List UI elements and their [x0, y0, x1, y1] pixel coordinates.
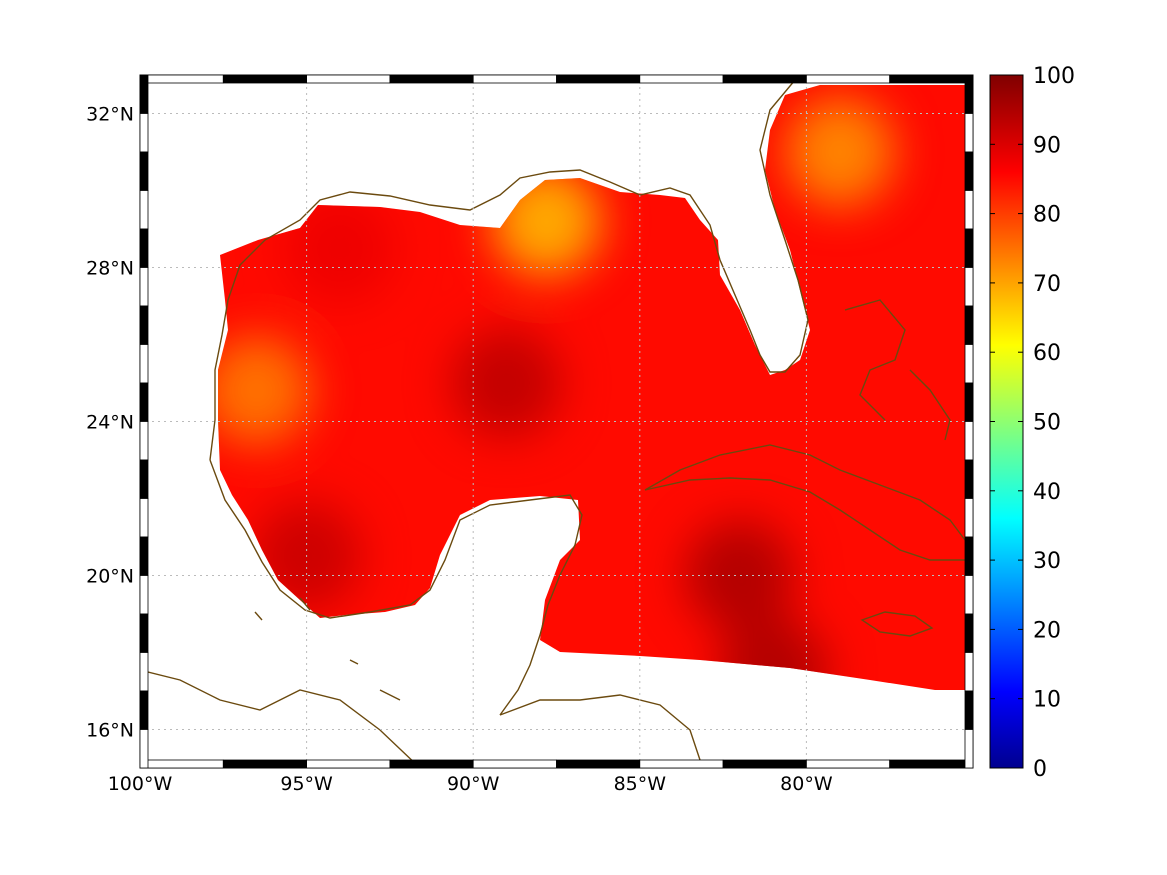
colorbar-tick-label: 70 [1033, 272, 1061, 297]
frame-seg-top-5 [556, 74, 641, 84]
coastline-jamaica [860, 611, 934, 637]
frame-seg-right-12 [964, 536, 974, 576]
frame-seg-bottom-8 [806, 759, 891, 769]
frame-seg-top-1 [222, 74, 308, 84]
lat-tick-label: 32°N [86, 104, 134, 126]
colorbar-tick-label: 40 [1033, 480, 1061, 505]
frame-seg-bottom-7 [722, 759, 807, 769]
colorbar-tick-label: 10 [1033, 688, 1061, 713]
frame-seg-top-3 [389, 74, 474, 84]
coastline-central-america [140, 669, 421, 768]
hotspot-5 [218, 335, 312, 446]
frame-seg-bottom-6 [639, 759, 724, 769]
colorbar-tick-label: 100 [1033, 64, 1075, 89]
lon-tick-label: 90°W [447, 773, 500, 795]
lon-tick-label: 100°W [108, 773, 173, 795]
frame-seg-bottom-5 [556, 759, 641, 769]
colorbar-tick-label: 60 [1033, 341, 1061, 366]
frame-seg-top-8 [806, 74, 891, 84]
frame-seg-left-6 [139, 305, 149, 345]
coastline-cuba [644, 444, 966, 561]
frame-seg-bottom-2 [306, 759, 391, 769]
frame-seg-left-0 [139, 74, 149, 114]
frame-checker-border [139, 74, 974, 769]
coastline-yucatan-islands [254, 597, 401, 701]
frame-seg-right-9 [964, 421, 974, 461]
frame-seg-right-6 [964, 305, 974, 345]
frame-seg-bottom-9 [889, 759, 974, 769]
lon-tick-label: 80°W [780, 773, 833, 795]
frame-seg-top-4 [472, 74, 557, 84]
frame-seg-right-16 [964, 690, 974, 730]
colorbar-tick-label: 20 [1033, 618, 1061, 643]
frame-seg-left-10 [139, 459, 149, 499]
hotspot-7 [284, 193, 395, 304]
frame-seg-right-3 [964, 190, 974, 230]
colorbar-ticks: 0 10 20 30 40 50 60 70 80 90 100 [990, 64, 1075, 782]
frame-seg-left-17 [139, 729, 149, 769]
frame-seg-left-5 [139, 267, 149, 307]
colorbar-tick-label: 30 [1033, 549, 1061, 574]
frame-seg-right-1 [964, 113, 974, 153]
frame-seg-right-11 [964, 498, 974, 538]
hotspot-2 [684, 520, 795, 631]
frame-seg-left-15 [139, 652, 149, 692]
frame-seg-right-8 [964, 382, 974, 422]
coastline-honduras [499, 694, 701, 761]
frame-seg-left-2 [139, 151, 149, 191]
colorbar: 0 10 20 30 40 50 60 70 80 90 100 [989, 64, 1075, 782]
hotspot-0 [491, 166, 602, 277]
colorbar-tick-label: 50 [1033, 411, 1061, 436]
frame-seg-bottom-3 [389, 759, 474, 769]
frame-seg-top-6 [639, 74, 724, 84]
lat-tick-label: 28°N [86, 258, 134, 280]
frame-seg-top-2 [306, 74, 391, 84]
lat-tick-label: 16°N [86, 720, 134, 742]
frame-seg-top-7 [722, 74, 807, 84]
frame-seg-left-3 [139, 190, 149, 230]
colorbar-tick-label: 0 [1033, 757, 1047, 782]
frame-seg-bottom-4 [472, 759, 557, 769]
map-frame [139, 74, 974, 769]
frame-seg-bottom-0 [139, 759, 224, 769]
frame-seg-bottom-1 [222, 759, 308, 769]
frame-seg-left-12 [139, 536, 149, 576]
frame-seg-left-4 [139, 228, 149, 268]
frame-seg-right-10 [964, 459, 974, 499]
frame-seg-right-17 [964, 729, 974, 769]
hotspot-3 [718, 616, 829, 690]
lat-tick-label: 24°N [86, 412, 134, 434]
frame-seg-left-1 [139, 113, 149, 153]
frame-seg-right-7 [964, 344, 974, 384]
coastline-mexico [209, 459, 583, 716]
hotspot-1 [451, 328, 562, 438]
frame-seg-right-4 [964, 228, 974, 268]
colorbar-tick-label: 90 [1033, 133, 1061, 158]
frame-seg-top-0 [139, 74, 224, 84]
frame-seg-left-16 [139, 690, 149, 730]
frame-seg-left-13 [139, 575, 149, 615]
frame-seg-right-15 [964, 652, 974, 692]
frame-seg-right-0 [964, 74, 974, 114]
frame-seg-left-8 [139, 382, 149, 422]
frame-seg-right-5 [964, 267, 974, 307]
lon-tick-label: 85°W [614, 773, 667, 795]
frame-seg-top-9 [889, 74, 974, 84]
frame-seg-right-2 [964, 151, 974, 191]
latitude-labels: 32°N 28°N 24°N 20°N 16°N [86, 104, 134, 742]
hotspot-6 [784, 97, 895, 207]
colorbar-tick-label: 80 [1033, 203, 1061, 228]
lon-tick-label: 95°W [280, 773, 333, 795]
frame-seg-left-9 [139, 421, 149, 461]
frame-seg-left-7 [139, 344, 149, 384]
frame-seg-left-11 [139, 498, 149, 538]
coastline-bahamas [844, 299, 951, 441]
frame-seg-right-13 [964, 575, 974, 615]
data-field [218, 85, 965, 690]
longitude-labels: 100°W 95°W 90°W 85°W 80°W [108, 773, 833, 795]
frame-seg-left-14 [139, 613, 149, 653]
lat-tick-label: 20°N [86, 566, 134, 588]
frame-seg-right-14 [964, 613, 974, 653]
